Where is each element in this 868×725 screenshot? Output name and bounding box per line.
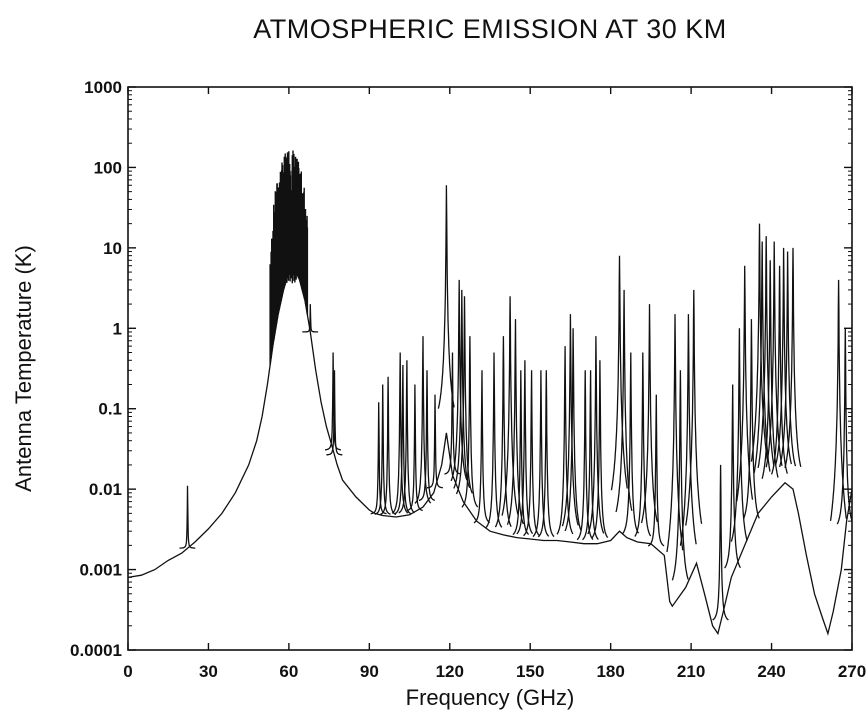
spectral-line (406, 384, 423, 512)
spectral-line (564, 328, 582, 532)
spectral-line (774, 247, 793, 466)
spectral-line (556, 346, 574, 535)
spectral-line (736, 265, 754, 502)
spectral-line (501, 296, 519, 516)
spectral-line (666, 314, 684, 553)
y-tick-label: 0.1 (98, 400, 122, 419)
y-axis-label: Antenna Temperature (K) (11, 245, 36, 492)
y-tick-label: 1000 (84, 78, 122, 97)
spectral-line (829, 279, 848, 521)
spectral-line (610, 255, 628, 491)
x-tick-label: 120 (436, 662, 464, 681)
y-tick-label: 0.001 (79, 561, 122, 580)
spectral-line (485, 352, 503, 528)
x-tick-label: 180 (596, 662, 624, 681)
spectral-line (494, 336, 512, 528)
spectral-line (576, 370, 594, 541)
spectral-line (418, 370, 436, 502)
spectral-line (770, 265, 789, 475)
x-axis-label: Frequency (GHz) (406, 685, 575, 710)
spectral-line (561, 314, 579, 527)
spectral-line (394, 364, 411, 515)
spectral-line (757, 236, 775, 469)
spectral-line (836, 328, 852, 525)
spectral-line (537, 370, 555, 538)
spectral-line (647, 394, 665, 547)
spectral-line (427, 394, 444, 489)
spectral-line (326, 370, 343, 456)
spectral-line (587, 336, 605, 535)
continuum-line (128, 267, 852, 636)
spectral-line (473, 370, 491, 524)
spectral-line (523, 370, 540, 537)
x-tick-label: 240 (757, 662, 785, 681)
spectral-line (450, 279, 468, 482)
spectral-line (724, 384, 742, 569)
spectral-line (761, 260, 779, 479)
series-group (128, 150, 852, 636)
x-tick-label: 210 (677, 662, 705, 681)
y-tick-label: 100 (94, 158, 122, 177)
plot-frame (127, 86, 853, 651)
spectral-line (582, 370, 599, 541)
y-tick-label: 10 (103, 239, 122, 258)
spectral-line (622, 352, 640, 534)
spectral-line (461, 336, 479, 508)
spectral-line (591, 360, 609, 539)
spectral-line (671, 370, 689, 581)
x-tick-label: 270 (838, 662, 866, 681)
x-tick-label: 60 (279, 662, 298, 681)
y-tick-label: 0.01 (89, 480, 122, 499)
spectral-line (453, 289, 471, 489)
spectral-line (370, 402, 387, 515)
spectral-line (179, 485, 196, 549)
x-tick-label: 150 (516, 662, 544, 681)
spectral-line (532, 370, 550, 538)
spectral-line (391, 352, 409, 514)
spectral-line (455, 296, 473, 495)
spectral-line (506, 319, 524, 525)
spectral-line (742, 319, 760, 520)
spectral-line (712, 464, 729, 621)
x-tick-label: 90 (360, 662, 379, 681)
spectral-line (753, 241, 771, 474)
x-tick-label: 0 (123, 662, 132, 681)
chart-title: ATMOSPHERIC EMISSION AT 30 KM (253, 14, 727, 44)
spectral-line (750, 223, 768, 462)
spectral-line (302, 304, 319, 333)
spectral-line (685, 289, 703, 526)
spectral-line (765, 241, 783, 468)
spectral-line (398, 360, 416, 514)
x-tick-label: 30 (199, 662, 218, 681)
y-tick-label: 0.0001 (70, 641, 122, 660)
spectral-line (516, 360, 534, 535)
y-tick-label: 1 (113, 319, 122, 338)
spectral-line (325, 352, 341, 451)
spectral-line (679, 314, 697, 546)
spectral-line (634, 352, 652, 537)
plot-area (128, 150, 852, 636)
spectral-line (730, 328, 748, 542)
o2-band-core (277, 241, 303, 315)
spectral-line (784, 247, 802, 469)
axes: 0 30 60 90 120 150 180 210 240 270 0.0001 0.001 0.01… (70, 78, 866, 681)
spectral-line (778, 251, 797, 468)
spectral-line (374, 384, 391, 515)
spectral-line (414, 336, 432, 504)
spectral-line (512, 370, 529, 536)
